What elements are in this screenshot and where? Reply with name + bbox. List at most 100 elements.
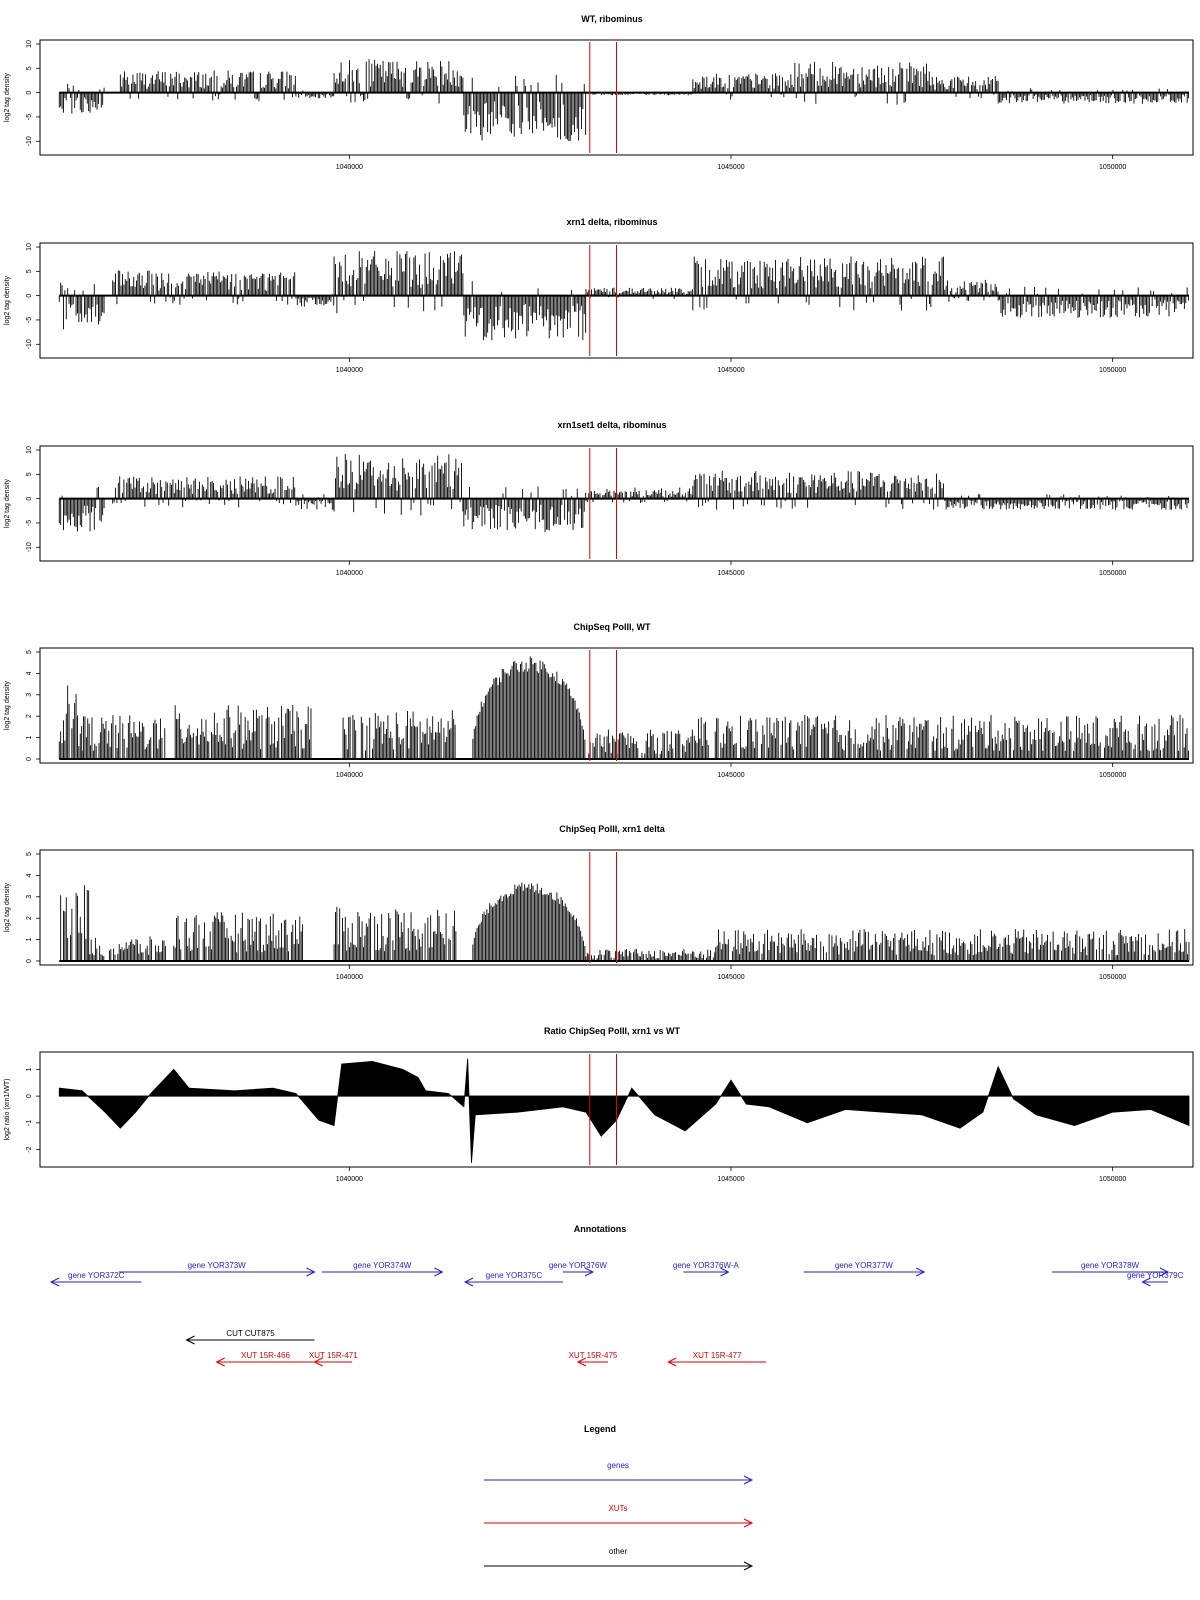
annotation-label: gene YOR375C bbox=[486, 1271, 543, 1280]
y-tick-label: 0 bbox=[26, 757, 33, 761]
annotation-item: gene YOR372C bbox=[49, 1271, 142, 1287]
x-tick-label: 1050000 bbox=[1099, 164, 1126, 171]
y-tick-label: 3 bbox=[26, 895, 33, 899]
x-tick-label: 1045000 bbox=[717, 1176, 744, 1183]
annotation-label: gene YOR376W bbox=[549, 1261, 608, 1270]
arrow-head bbox=[915, 1267, 926, 1277]
annotation-item: gene YOR378W bbox=[1052, 1261, 1170, 1277]
annotation-item: CUT CUT875 bbox=[185, 1329, 315, 1345]
y-axis-label: log2 tag density bbox=[4, 680, 11, 730]
y-tick-label: 0 bbox=[26, 1094, 33, 1098]
annotation-label: XUT 15R-477 bbox=[693, 1351, 742, 1360]
y-tick-label: 5 bbox=[26, 472, 33, 476]
x-tick-label: 1050000 bbox=[1099, 974, 1126, 981]
annotation-label: gene YOR378W bbox=[1081, 1261, 1140, 1270]
y-tick-label: 4 bbox=[26, 873, 33, 877]
arrow-head bbox=[215, 1357, 225, 1367]
legend-label: XUTs bbox=[608, 1504, 627, 1513]
segment-bars bbox=[174, 705, 312, 759]
y-tick-label: 10 bbox=[26, 243, 33, 251]
segment-bars bbox=[89, 936, 166, 961]
segment-bars bbox=[997, 88, 1190, 104]
arrow-head bbox=[720, 1267, 730, 1277]
y-tick-label: -5 bbox=[26, 114, 33, 120]
segment-bars bbox=[692, 256, 944, 311]
arrow-head bbox=[463, 1277, 474, 1287]
arrow-head bbox=[1141, 1277, 1151, 1287]
legend-items: genes XUTs other bbox=[484, 1461, 754, 1571]
segment-bars bbox=[333, 453, 464, 516]
annotation-label: gene YOR373W bbox=[188, 1261, 247, 1270]
segment-bars bbox=[112, 270, 296, 305]
segment-bars bbox=[692, 470, 944, 510]
y-tick-label: -2 bbox=[26, 1146, 33, 1152]
annotation-item: gene YOR376W-A bbox=[673, 1261, 740, 1277]
panel-2: xrn1 delta, ribominus 10 5 0 -5 -10 log2 tag d… bbox=[4, 217, 1194, 374]
annotation-item: XUT 15R-471 bbox=[309, 1351, 358, 1367]
plot-frame bbox=[39, 445, 1194, 562]
segment-bars bbox=[173, 912, 304, 961]
segment-bars bbox=[463, 281, 587, 341]
y-axis-label: log2 tag density bbox=[4, 72, 11, 122]
arrow-head bbox=[576, 1357, 587, 1367]
y-tick-label: 3 bbox=[26, 693, 33, 697]
annotation-item: gene YOR376W bbox=[549, 1261, 608, 1277]
segment-bars bbox=[588, 729, 693, 759]
x-tick-label: 1040000 bbox=[336, 164, 363, 171]
legend-item: XUTs bbox=[484, 1504, 754, 1528]
y-tick-label: 0 bbox=[26, 959, 33, 963]
x-tick-label: 1045000 bbox=[717, 164, 744, 171]
panel-title: xrn1 delta, ribominus bbox=[566, 217, 657, 227]
y-axis-label: log2 ratio (xrn1/WT) bbox=[4, 1079, 11, 1141]
arrow-head bbox=[584, 1267, 595, 1277]
segment-bars bbox=[58, 282, 105, 330]
annotation-label: gene YOR377W bbox=[835, 1261, 894, 1270]
annotation-item: XUT 15R-475 bbox=[569, 1351, 618, 1367]
segment-bars bbox=[342, 710, 456, 759]
segment-bars bbox=[472, 656, 586, 759]
arrow-head bbox=[1159, 1267, 1170, 1277]
y-tick-label: 10 bbox=[26, 40, 33, 48]
segment-bars bbox=[295, 90, 335, 99]
y-tick-label: -5 bbox=[26, 317, 33, 323]
annotation-item: gene YOR379C bbox=[1127, 1271, 1184, 1287]
segment-bars bbox=[295, 494, 335, 510]
x-tick-label: 1040000 bbox=[336, 772, 363, 779]
plot-frame bbox=[39, 39, 1194, 156]
y-tick-label: -10 bbox=[26, 136, 33, 146]
annotation-label: gene YOR374W bbox=[353, 1261, 412, 1270]
segment-bars bbox=[929, 76, 999, 98]
x-tick-label: 1045000 bbox=[717, 974, 744, 981]
segment-bars bbox=[112, 476, 296, 508]
segment-bars bbox=[472, 882, 586, 961]
segment-bars bbox=[585, 948, 716, 961]
segment-bars bbox=[463, 486, 587, 533]
segment-bars bbox=[585, 91, 693, 96]
segment-bars bbox=[333, 906, 457, 961]
legend-title: Legend bbox=[584, 1424, 616, 1434]
x-tick-label: 1050000 bbox=[1099, 772, 1126, 779]
y-tick-label: -10 bbox=[26, 339, 33, 349]
y-tick-label: 2 bbox=[26, 714, 33, 718]
segment-bars bbox=[585, 287, 693, 299]
annotation-item: XUT 15R-477 bbox=[667, 1351, 767, 1367]
y-axis-label: log2 tag density bbox=[4, 275, 11, 325]
panel-3: xrn1set1 delta, ribominus 10 5 0 -5 -10 log2 t… bbox=[4, 420, 1194, 577]
segment-bars bbox=[585, 487, 693, 503]
segment-bars bbox=[58, 685, 83, 759]
panel-6: Ratio ChipSeq PolII, xrn1 vs WT 1 0 -1 -2 log… bbox=[4, 1026, 1194, 1183]
segment-bars bbox=[333, 59, 464, 104]
panel-title: ChipSeq PolII, WT bbox=[574, 622, 651, 632]
y-tick-label: 1 bbox=[26, 736, 33, 740]
panel-title: ChipSeq PolII, xrn1 delta bbox=[559, 824, 666, 834]
annotation-label: XUT 15R-475 bbox=[569, 1351, 618, 1360]
annotation-label: XUT 15R-466 bbox=[241, 1351, 290, 1360]
segment-bars bbox=[944, 494, 1189, 510]
y-tick-label: 5 bbox=[26, 852, 33, 856]
panel-title: WT, ribominus bbox=[581, 14, 643, 24]
x-tick-label: 1040000 bbox=[336, 974, 363, 981]
plot-frame bbox=[39, 1051, 1194, 1168]
annotation-label: gene YOR379C bbox=[1127, 1271, 1184, 1280]
